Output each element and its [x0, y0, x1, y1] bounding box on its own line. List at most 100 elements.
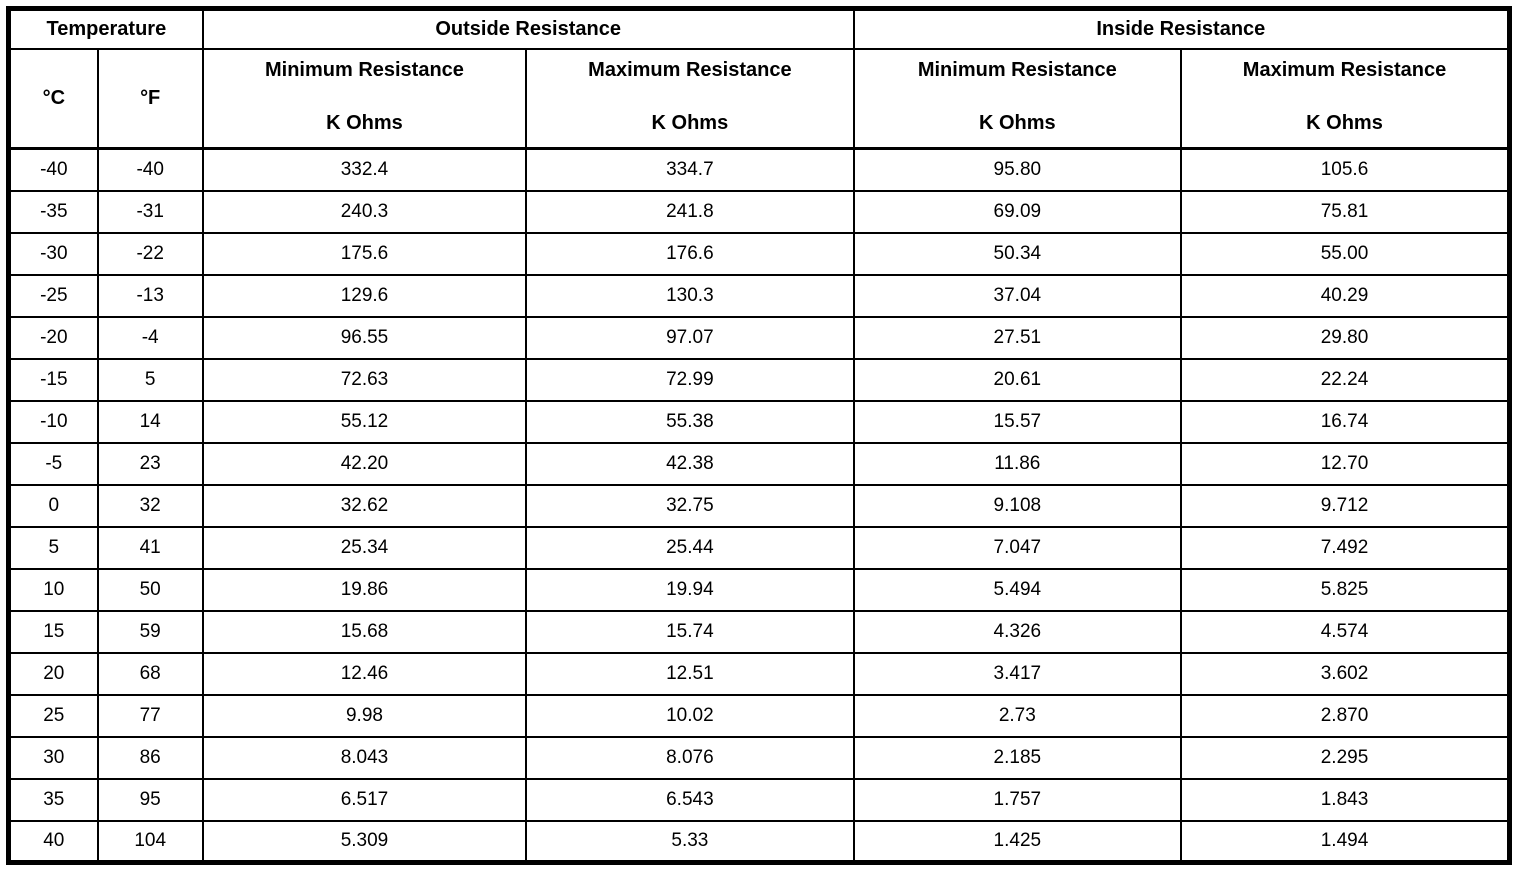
inside-min-label: Minimum Resistance — [917, 59, 1117, 82]
cell-outside-min-kohms: 12.46 — [201, 651, 528, 696]
cell-inside-min-kohms: 27.51 — [852, 315, 1183, 360]
cell-inside-min-kohms: 20.61 — [852, 357, 1183, 402]
table-row: 40 104 5.309 5.33 1.425 1.494 — [7, 819, 1511, 864]
outside-max-label: Maximum Resistance — [588, 59, 792, 82]
cell-outside-min-kohms: 240.3 — [201, 189, 528, 234]
table-row: 0 32 32.62 32.75 9.108 9.712 — [7, 483, 1511, 528]
cell-temp-c: -35 — [7, 189, 99, 234]
outside-max-unit: K Ohms — [651, 112, 729, 135]
cell-outside-max-kohms: 5.33 — [525, 819, 855, 864]
cell-outside-min-kohms: 19.86 — [201, 567, 528, 612]
table-row: 20 68 12.46 12.51 3.417 3.602 — [7, 651, 1511, 696]
cell-outside-min-kohms: 96.55 — [201, 315, 528, 360]
header-outside-max-lines: Maximum Resistance K Ohms — [528, 51, 851, 146]
header-inside-min: Minimum Resistance K Ohms — [852, 47, 1183, 150]
cell-temp-f: 41 — [96, 525, 204, 570]
cell-outside-max-kohms: 12.51 — [525, 651, 855, 696]
cell-outside-max-kohms: 8.076 — [525, 735, 855, 780]
cell-outside-max-kohms: 334.7 — [525, 147, 855, 192]
cell-temp-f: 23 — [96, 441, 204, 486]
table-row: 25 77 9.98 10.02 2.73 2.870 — [7, 693, 1511, 738]
table-row: 15 59 15.68 15.74 4.326 4.574 — [7, 609, 1511, 654]
table-row: -30 -22 175.6 176.6 50.34 55.00 — [7, 231, 1511, 276]
header-inside-min-lines: Minimum Resistance K Ohms — [856, 51, 1179, 146]
cell-temp-f: 50 — [96, 567, 204, 612]
table-body: -40 -40 332.4 334.7 95.80 105.6 -35 -31 240.3 241… — [7, 147, 1511, 864]
cell-temp-f: 32 — [96, 483, 204, 528]
cell-inside-max-kohms: 12.70 — [1180, 441, 1511, 486]
header-inside-max: Maximum Resistance K Ohms — [1180, 47, 1511, 150]
cell-inside-max-kohms: 29.80 — [1180, 315, 1511, 360]
cell-temp-c: -25 — [7, 273, 99, 318]
cell-temp-f: -13 — [96, 273, 204, 318]
cell-outside-max-kohms: 97.07 — [525, 315, 855, 360]
cell-outside-max-kohms: 19.94 — [525, 567, 855, 612]
cell-inside-max-kohms: 40.29 — [1180, 273, 1511, 318]
cell-inside-max-kohms: 2.295 — [1180, 735, 1511, 780]
cell-inside-min-kohms: 9.108 — [852, 483, 1183, 528]
cell-outside-min-kohms: 5.309 — [201, 819, 528, 864]
cell-inside-max-kohms: 2.870 — [1180, 693, 1511, 738]
cell-outside-min-kohms: 129.6 — [201, 273, 528, 318]
cell-inside-min-kohms: 11.86 — [852, 441, 1183, 486]
cell-temp-c: -20 — [7, 315, 99, 360]
cell-temp-f: 14 — [96, 399, 204, 444]
inside-max-unit: K Ohms — [1306, 112, 1383, 135]
cell-inside-max-kohms: 55.00 — [1180, 231, 1511, 276]
cell-outside-min-kohms: 15.68 — [201, 609, 528, 654]
cell-temp-c: 15 — [7, 609, 99, 654]
table-row: 35 95 6.517 6.543 1.757 1.843 — [7, 777, 1511, 822]
cell-outside-min-kohms: 42.20 — [201, 441, 528, 486]
cell-inside-min-kohms: 3.417 — [852, 651, 1183, 696]
cell-inside-min-kohms: 15.57 — [852, 399, 1183, 444]
table-row: -10 14 55.12 55.38 15.57 16.74 — [7, 399, 1511, 444]
cell-inside-min-kohms: 7.047 — [852, 525, 1183, 570]
cell-inside-min-kohms: 50.34 — [852, 231, 1183, 276]
cell-inside-max-kohms: 75.81 — [1180, 189, 1511, 234]
cell-temp-f: 95 — [96, 777, 204, 822]
cell-temp-f: -4 — [96, 315, 204, 360]
table-row: -5 23 42.20 42.38 11.86 12.70 — [7, 441, 1511, 486]
header-outside-max: Maximum Resistance K Ohms — [525, 47, 855, 150]
cell-inside-max-kohms: 5.825 — [1180, 567, 1511, 612]
cell-inside-min-kohms: 95.80 — [852, 147, 1183, 192]
cell-temp-f: -40 — [96, 147, 204, 192]
cell-temp-c: 40 — [7, 819, 99, 864]
outside-min-label: Minimum Resistance — [264, 59, 464, 82]
cell-temp-f: -31 — [96, 189, 204, 234]
table-row: -15 5 72.63 72.99 20.61 22.24 — [7, 357, 1511, 402]
cell-outside-max-kohms: 6.543 — [525, 777, 855, 822]
cell-temp-c: 10 — [7, 567, 99, 612]
cell-inside-max-kohms: 16.74 — [1180, 399, 1511, 444]
cell-inside-min-kohms: 1.425 — [852, 819, 1183, 864]
cell-inside-max-kohms: 7.492 — [1180, 525, 1511, 570]
header-temperature: Temperature — [7, 7, 204, 50]
cell-outside-min-kohms: 9.98 — [201, 693, 528, 738]
cell-outside-max-kohms: 176.6 — [525, 231, 855, 276]
table-row: -40 -40 332.4 334.7 95.80 105.6 — [7, 147, 1511, 192]
cell-temp-f: 86 — [96, 735, 204, 780]
table-row: -25 -13 129.6 130.3 37.04 40.29 — [7, 273, 1511, 318]
cell-outside-max-kohms: 25.44 — [525, 525, 855, 570]
inside-min-unit: K Ohms — [978, 112, 1056, 135]
table-header: Temperature Outside Resistance Inside Re… — [7, 7, 1511, 150]
cell-outside-max-kohms: 72.99 — [525, 357, 855, 402]
header-outside-min-lines: Minimum Resistance K Ohms — [205, 51, 524, 146]
cell-temp-c: -5 — [7, 441, 99, 486]
cell-outside-min-kohms: 72.63 — [201, 357, 528, 402]
cell-outside-min-kohms: 6.517 — [201, 777, 528, 822]
cell-outside-min-kohms: 25.34 — [201, 525, 528, 570]
cell-inside-max-kohms: 4.574 — [1180, 609, 1511, 654]
cell-temp-f: 68 — [96, 651, 204, 696]
cell-temp-c: -10 — [7, 399, 99, 444]
cell-temp-f: 59 — [96, 609, 204, 654]
cell-temp-c: 20 — [7, 651, 99, 696]
cell-outside-max-kohms: 10.02 — [525, 693, 855, 738]
cell-inside-max-kohms: 9.712 — [1180, 483, 1511, 528]
table-row: -35 -31 240.3 241.8 69.09 75.81 — [7, 189, 1511, 234]
cell-temp-c: 30 — [7, 735, 99, 780]
cell-outside-max-kohms: 55.38 — [525, 399, 855, 444]
cell-inside-max-kohms: 1.843 — [1180, 777, 1511, 822]
cell-temp-c: 5 — [7, 525, 99, 570]
cell-outside-min-kohms: 8.043 — [201, 735, 528, 780]
